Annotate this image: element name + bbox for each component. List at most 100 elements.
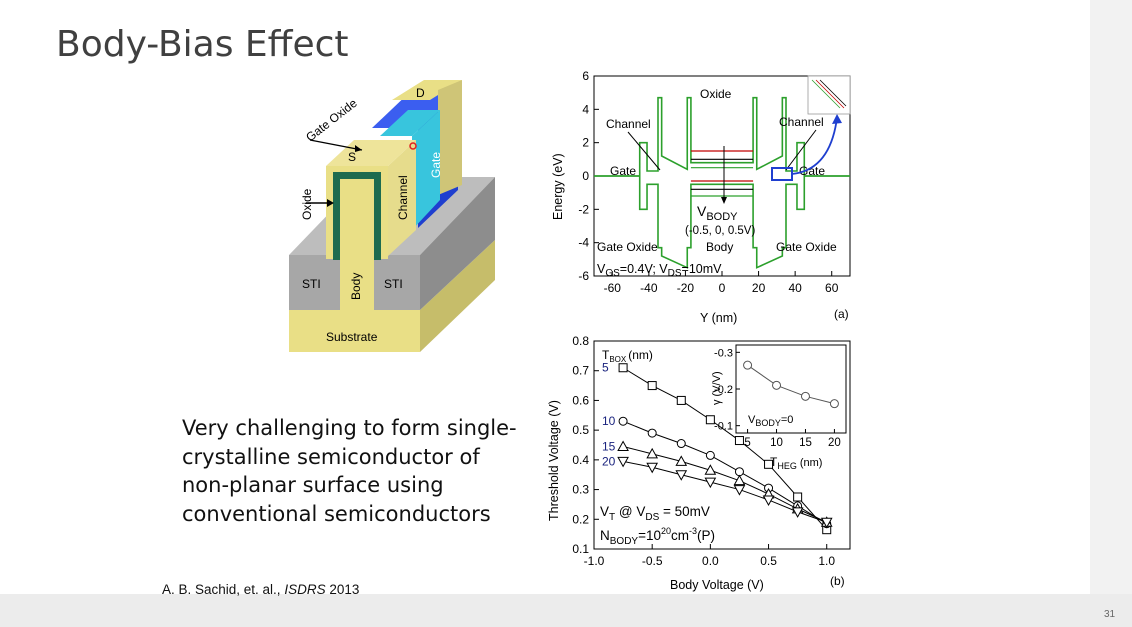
annotation-gate-left: Gate — [610, 164, 636, 178]
y-tick-label: -2 — [578, 202, 589, 216]
data-point-triangle-up — [617, 440, 629, 451]
label-drain: D — [416, 86, 425, 100]
y-tick-label: 0.2 — [572, 512, 589, 526]
label-source: S — [348, 150, 356, 164]
y-tick-label: 0.3 — [572, 483, 589, 497]
label-gate-oxide: Gate Oxide — [303, 96, 360, 145]
y-tick-label: 6 — [582, 70, 589, 83]
inset-x-tick-label: 5 — [744, 437, 750, 449]
inset-series-line — [747, 364, 835, 405]
data-point-triangle-down — [762, 495, 775, 507]
data-point-circle — [705, 450, 715, 460]
citation-authors: A. B. Sachid, et. al., — [162, 582, 281, 597]
x-tick-label: -1.0 — [584, 554, 605, 568]
data-point-circle — [647, 428, 657, 438]
data-point-triangle-up — [675, 455, 688, 466]
data-point-square — [793, 492, 803, 502]
label-sti-right: STI — [384, 277, 403, 291]
series-line-tbox-15 — [622, 446, 827, 523]
series-line-tbox-5 — [622, 367, 828, 531]
label-body: Body — [349, 273, 363, 300]
inset-y-tick-label: -0.3 — [714, 347, 733, 359]
citation-year: 2013 — [329, 582, 360, 597]
band-edge-line — [594, 96, 850, 177]
oxide-side — [412, 110, 440, 230]
panel-label-b: (b) — [830, 574, 845, 588]
data-point-circle — [734, 467, 744, 477]
source-top — [326, 140, 416, 166]
page-number: 31 — [1104, 609, 1116, 620]
data-point-triangle-down — [791, 507, 804, 518]
data-point-triangle-down — [617, 456, 629, 468]
legend-entry-tbox-5: 5 — [602, 361, 609, 375]
body-pillar — [340, 179, 374, 339]
ylabel: Threshold Voltage (V) — [547, 400, 561, 521]
data-point-triangle-down — [675, 470, 688, 481]
panel-label-a: (a) — [834, 307, 849, 321]
oxide-layer — [380, 110, 440, 136]
annotation-gate-oxide-left: Gate Oxide — [597, 240, 658, 254]
legend-entry-tbox-15: 15 — [602, 439, 616, 453]
finfet-device-illustration: D Gate Oxide S Gate Channel Oxide STI ST… — [289, 80, 495, 352]
xlabel: Body Voltage (V) — [670, 578, 764, 592]
y-tick-label: 0.6 — [572, 393, 589, 407]
data-point-triangle-up — [733, 474, 746, 486]
zoom-inset — [807, 75, 851, 115]
series-line-tbox-20 — [622, 460, 827, 523]
y-tick-label: -6 — [578, 269, 589, 283]
right-margin-strip — [1090, 0, 1132, 627]
ylabel: Energy (eV) — [551, 153, 565, 220]
data-point-square — [764, 459, 774, 469]
slide — [0, 0, 1090, 594]
plot-frame — [593, 340, 851, 550]
annotation-body: Body — [706, 240, 733, 254]
y-tick-label: 0.1 — [572, 542, 589, 556]
legend-entry-tbox-10: 10 — [602, 414, 616, 428]
inset-frame — [735, 344, 847, 434]
inset-note: VBODY=0 — [748, 414, 793, 428]
annotation-gate-right: Gate — [799, 164, 825, 178]
label-gate: Gate — [429, 152, 443, 178]
legend-title: TBOX (nm) — [602, 348, 653, 364]
annotation-bias: VGS=0.4V; VDS=10mV — [597, 262, 722, 279]
legend-entry-tbox-20: 20 — [602, 454, 616, 468]
citation: A. B. Sachid, et. al., ISDRS 2013 — [162, 582, 359, 597]
threshold-voltage-chart: -1.0 -0.5 0.0 0.5 1.0 0.8 0.7 0.6 0.5 0.4 0.3 0.2 0.… — [547, 335, 851, 592]
annotation-vbody-values: (-0.5, 0, 0.5V) — [685, 225, 755, 237]
channel-side — [388, 140, 416, 256]
x-tick-label: -40 — [640, 281, 658, 295]
annotation-oxide: Oxide — [700, 87, 732, 101]
label-sti-left: STI — [302, 277, 321, 291]
bottom-bar — [0, 594, 1132, 627]
drain-side — [438, 80, 462, 195]
series-line-tbox-10 — [622, 420, 827, 525]
inset-x-tick-label: 15 — [799, 437, 812, 449]
data-point-triangle-down — [733, 485, 746, 496]
y-tick-label: 0.4 — [572, 453, 589, 467]
inset-data-point — [829, 399, 839, 409]
band-edge-line — [594, 175, 850, 269]
inset-data-point — [743, 360, 753, 370]
inset-data-point — [800, 391, 810, 401]
inset-xlabel: THEG (nm) — [770, 455, 822, 471]
data-point-square — [734, 436, 744, 446]
annotation-nbody: NBODY=1020cm-3(P) — [600, 526, 715, 547]
data-point-square — [618, 363, 628, 373]
citation-venue: ISDRS — [284, 582, 326, 597]
label-channel: Channel — [396, 175, 410, 220]
annotation-vbody: VBODY — [697, 203, 738, 223]
label-oxide: Oxide — [300, 188, 314, 220]
y-tick-label: 2 — [582, 136, 589, 150]
data-point-circle — [676, 439, 686, 449]
inset-y-tick-label: -0.1 — [714, 421, 733, 433]
x-tick-label: 40 — [788, 281, 802, 295]
data-point-square — [705, 415, 715, 425]
data-point-triangle-up — [646, 447, 659, 459]
body-paragraph: Very challenging to form single-crystall… — [182, 416, 517, 526]
label-substrate: Substrate — [326, 330, 378, 344]
zoom-box — [771, 167, 793, 181]
y-tick-label: 0 — [582, 169, 589, 183]
y-tick-label: -4 — [578, 236, 589, 250]
annotation-channel-right: Channel — [779, 115, 824, 129]
